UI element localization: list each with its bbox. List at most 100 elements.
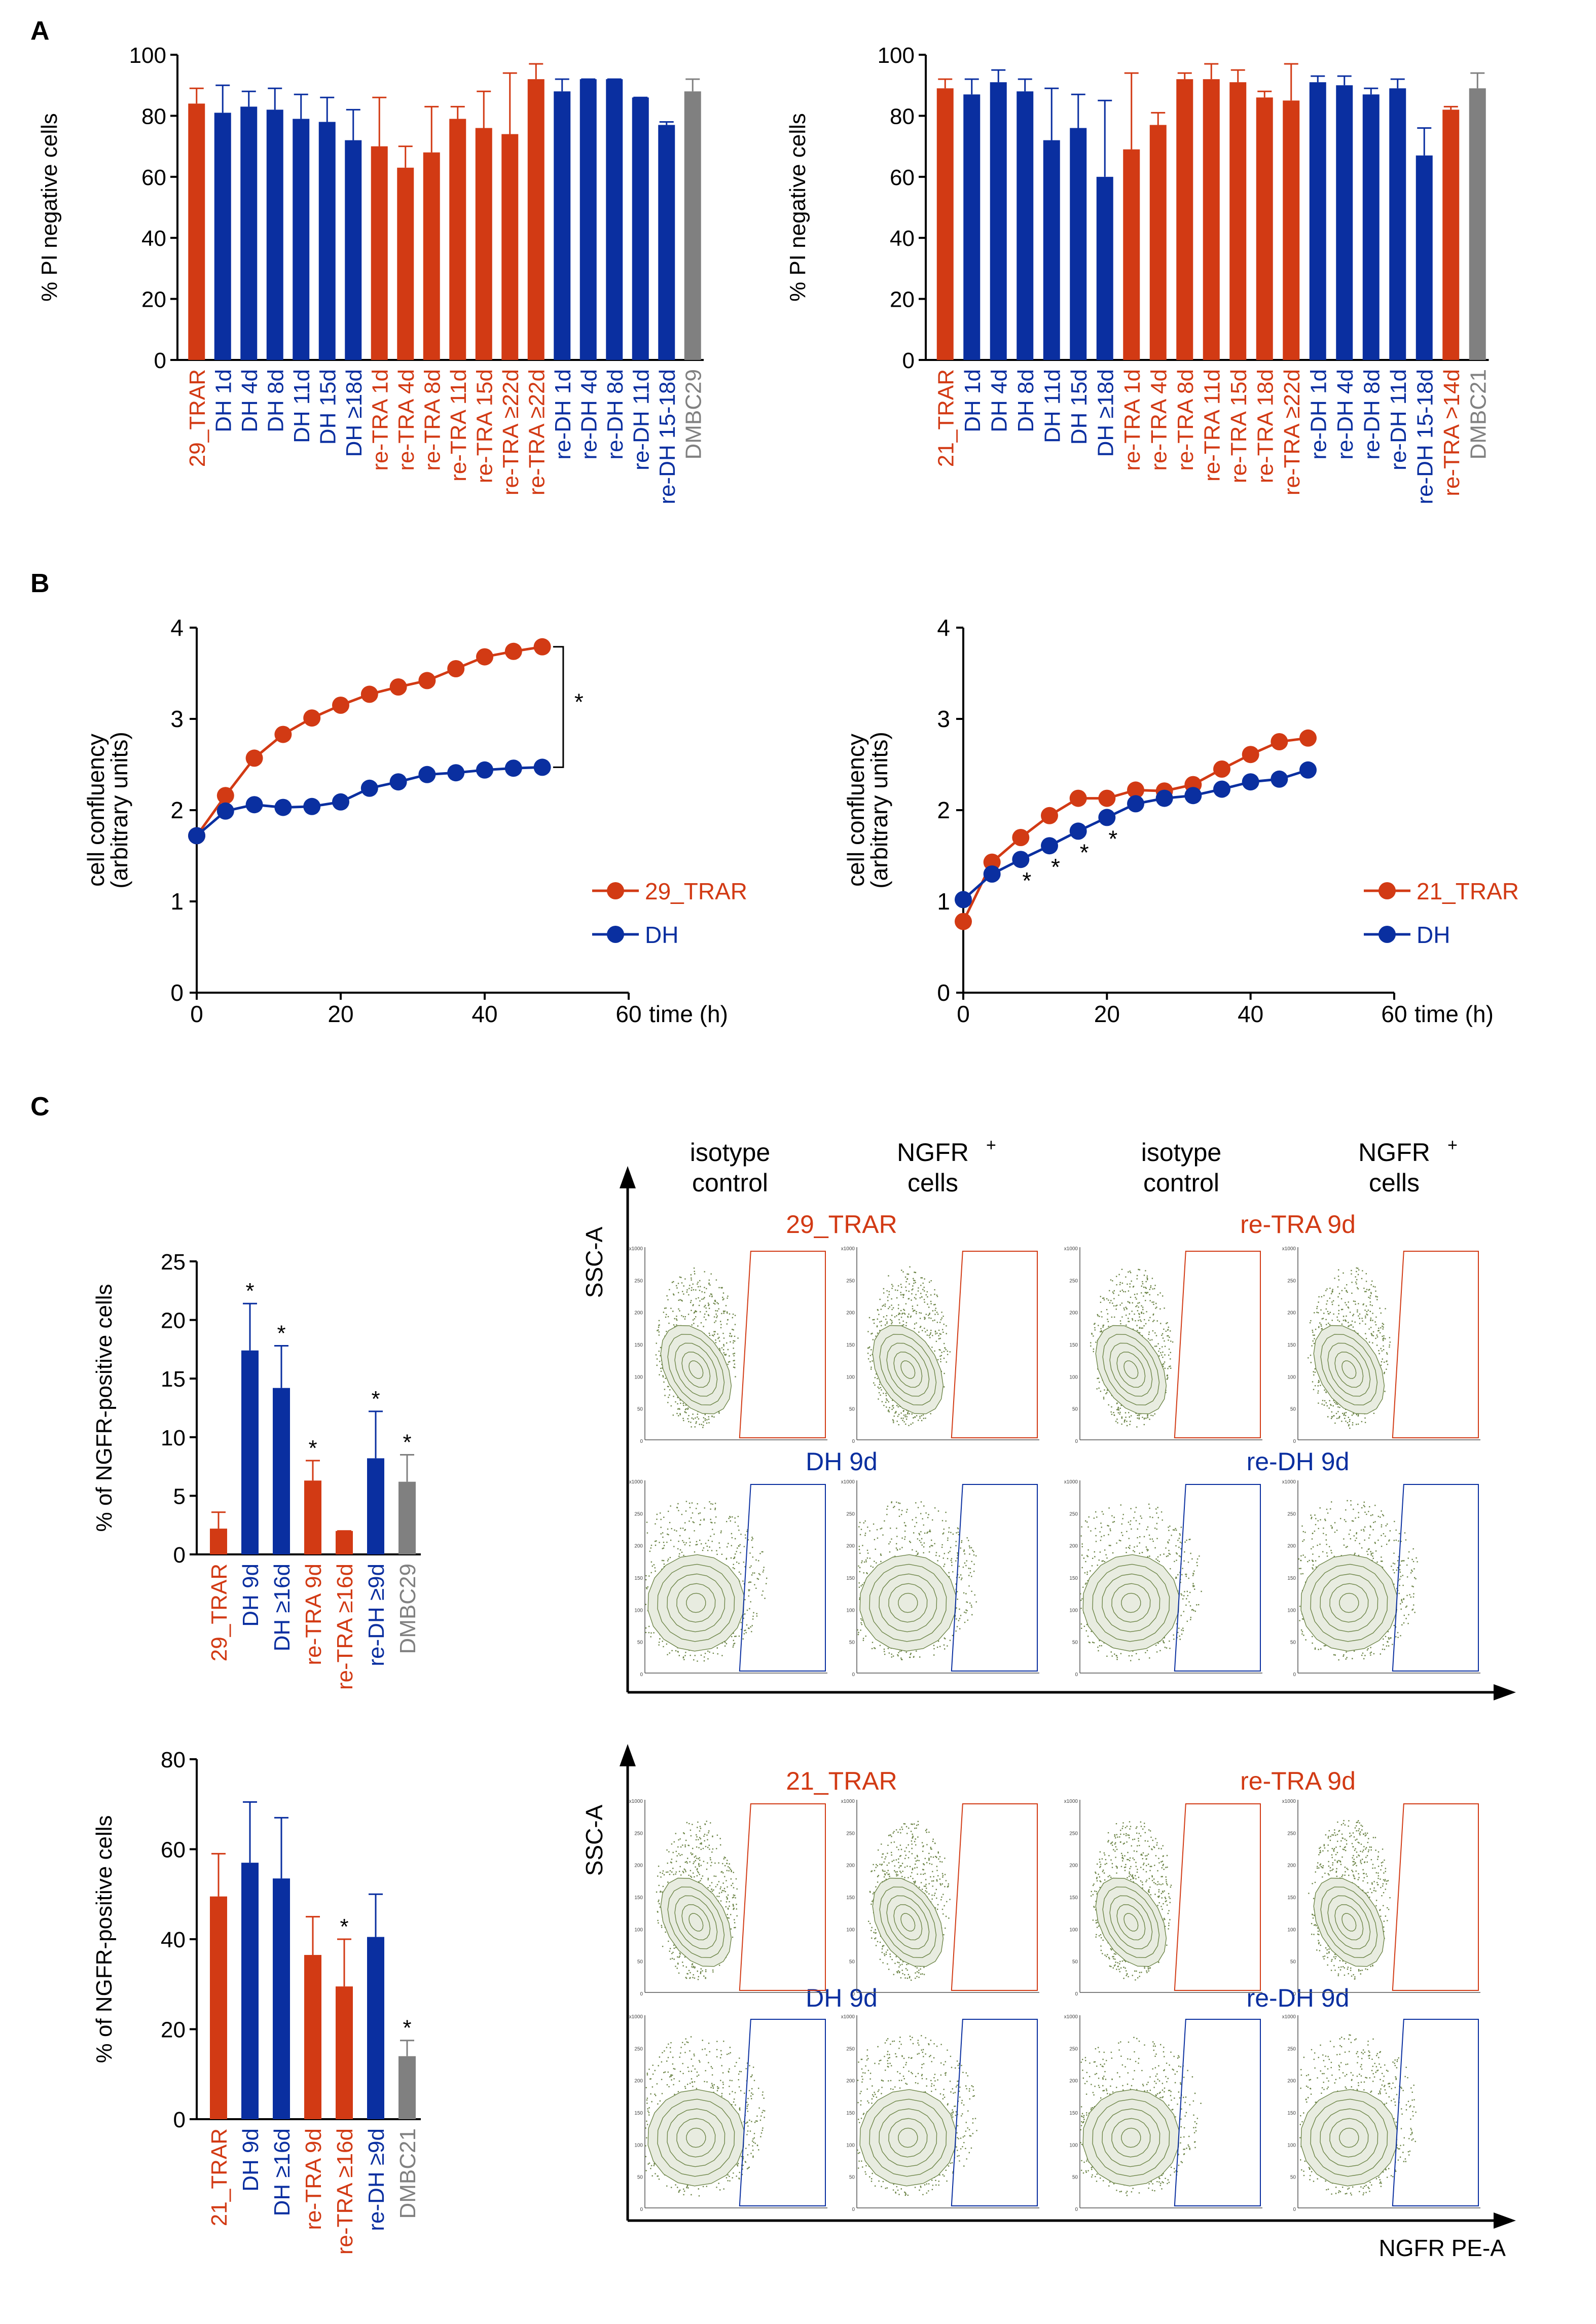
bar [990, 82, 1007, 360]
column-header-line2: cells [1369, 1169, 1420, 1197]
plot-y-tick-label: 0 [1293, 1991, 1296, 1997]
bar [273, 1878, 290, 2119]
plot-y-tick-label: 200 [1287, 1544, 1296, 1549]
plot-y-tick-label: 50 [637, 1640, 643, 1646]
plot-y-tick-label: 200 [1069, 1863, 1078, 1869]
x-tick-label: DH 15d [1067, 369, 1092, 445]
significance-bracket [553, 646, 564, 768]
plot-y-tick-label: 50 [849, 1640, 855, 1646]
x-tick-label: 20 [328, 1001, 353, 1027]
x-tick-label: 40 [1238, 1001, 1263, 1027]
flow-x-arrow [1494, 2212, 1516, 2229]
y-tick-label: 15 [161, 1367, 186, 1392]
density-contour [1123, 1913, 1139, 1932]
x-tick-label: re-TRA 4d [394, 369, 419, 471]
gate [951, 1803, 1038, 1991]
plot-y-tick-label: 50 [1072, 1959, 1078, 1965]
y-tick-label: 0 [937, 979, 950, 1006]
legend-label: DH [1417, 922, 1450, 948]
x-tick-label: 40 [471, 1001, 497, 1027]
plot-y-tick-label: 50 [637, 1407, 643, 1412]
y-tick-label: 0 [170, 979, 184, 1006]
plot-y-tick-label: 100 [634, 2143, 643, 2148]
plot-y-tick-label: 0 [1293, 2207, 1296, 2212]
bar [240, 106, 258, 360]
flow-plot: x1000 250 200 150 100 50 0 [1064, 1479, 1262, 1678]
data-point [504, 642, 522, 660]
plot-y-tick-label: x1000 [1282, 1246, 1296, 1252]
plot-y-tick-label: x1000 [629, 1479, 643, 1485]
data-point [1299, 761, 1317, 779]
y-tick-label: 80 [141, 104, 166, 129]
plot-y-tick-label: 200 [846, 1544, 855, 1549]
plot-y-tick-label: 100 [1287, 1927, 1296, 1933]
x-tick-label: re-DH 8d [1359, 369, 1384, 460]
y-tick-label: 20 [141, 287, 166, 312]
density-contour [898, 1592, 918, 1613]
plot-y-tick-label: 200 [634, 1311, 643, 1316]
series-line [962, 737, 1309, 922]
plot-y-tick-label: 250 [1287, 2046, 1296, 2052]
gate [1392, 1484, 1479, 1672]
data-point [447, 764, 465, 782]
y-tick-label: 1 [170, 888, 184, 915]
bar [1469, 88, 1486, 360]
gate [1392, 1251, 1479, 1438]
data-point [303, 797, 321, 815]
y-tick-label: 0 [154, 348, 166, 373]
y-tick-label: 20 [161, 2018, 186, 2043]
x-tick-label: re-TRA 11d [1200, 369, 1224, 482]
plot-y-tick-label: 150 [634, 1576, 643, 1581]
data-point [1271, 733, 1288, 750]
plot-y-tick-label: 150 [1069, 1895, 1078, 1901]
x-tick-label: re-TRA 11d [446, 369, 471, 482]
density-contour [900, 1913, 916, 1932]
flow-plot: x1000 250 200 150 100 50 0 [629, 1246, 827, 1444]
plot-y-tick-label: x1000 [1064, 1246, 1078, 1252]
x-tick-label: DH ≥18d [1093, 369, 1118, 457]
data-point [955, 913, 972, 930]
bar [293, 119, 310, 360]
y-tick-label: 25 [161, 1250, 186, 1275]
plot-y-tick-label: 200 [634, 1544, 643, 1549]
legend-marker [607, 882, 624, 899]
y-tick-label: 4 [170, 614, 184, 641]
significance-star: * [403, 2016, 411, 2041]
data-point [389, 773, 407, 791]
bar-chart-c2: 0 20 40 60 80 % of NGFR-positive cells 21_TRAR… [92, 1748, 421, 2255]
data-point [418, 672, 436, 689]
bar [1043, 140, 1060, 360]
plot-y-tick-label: 100 [1287, 1608, 1296, 1613]
flow-y-axis-label: SSC-A [581, 1226, 607, 1298]
flow-axes: SSC-A [581, 1166, 1516, 1700]
y-tick-label: 2 [170, 797, 184, 823]
x-tick-label: DMBC21 [395, 2128, 420, 2219]
data-point [245, 796, 263, 814]
x-tick-label: DH ≥16d [270, 1564, 295, 1651]
y-axis-label: % of NGFR-positive cells [92, 1284, 117, 1532]
data-point [1012, 829, 1030, 846]
plot-y-tick-label: 50 [1290, 1640, 1296, 1646]
bar [241, 1863, 259, 2119]
x-tick-label: re-DH 15-18d [1412, 369, 1437, 504]
density-contour [686, 2127, 706, 2148]
gate [739, 1251, 826, 1438]
data-point [533, 758, 551, 776]
y-tick-label: 60 [141, 165, 166, 190]
gate [1174, 1484, 1261, 1672]
y-axis-label-units: (arbitrary units) [866, 732, 892, 888]
bar [554, 91, 571, 360]
plot-y-tick-label: 100 [846, 2143, 855, 2148]
data-point [533, 638, 551, 656]
plot-y-tick-label: 250 [846, 1278, 855, 1284]
density-contour [1339, 2127, 1359, 2148]
x-tick-label: DH 1d [960, 369, 985, 432]
plot-y-tick-label: 100 [846, 1927, 855, 1933]
flow-plot: x1000 250 200 150 100 50 0 [1064, 1799, 1262, 1997]
flow-plot: x1000 250 200 150 100 50 0 [629, 2014, 827, 2212]
gate [1174, 1251, 1261, 1438]
data-point [447, 660, 465, 677]
